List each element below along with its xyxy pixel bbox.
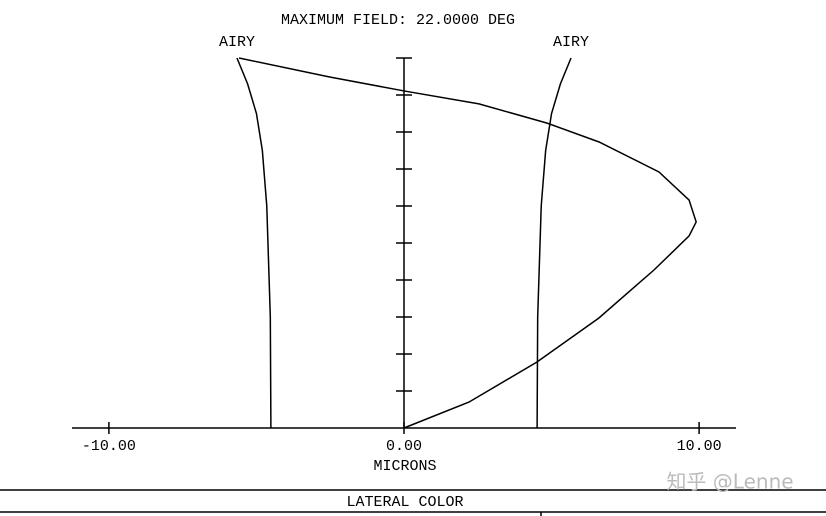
x-tick-label: -10.00 [82,438,136,455]
series-line [236,57,272,429]
x-tick-label: 0.00 [386,438,422,455]
series-line [536,57,572,429]
x-tick-label: 10.00 [677,438,722,455]
series-line [238,57,697,429]
series-label: AIRY [219,34,255,51]
watermark: 知乎 @Lenne [666,470,793,494]
chart-title: MAXIMUM FIELD: 22.0000 DEG [281,12,515,29]
x-axis-label: MICRONS [373,458,436,475]
series-label: AIRY [553,34,589,51]
footer-title: LATERAL COLOR [346,494,463,511]
